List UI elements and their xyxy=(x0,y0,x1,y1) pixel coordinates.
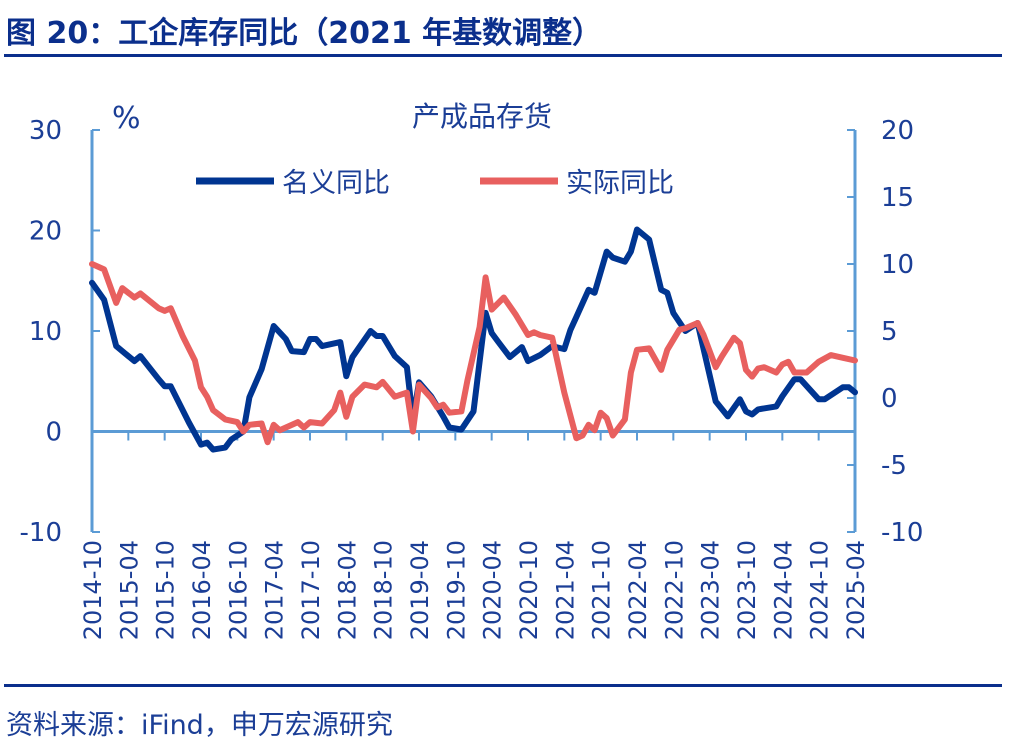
x-tick-label: 2019-04 xyxy=(406,540,434,640)
left-tick-label: 30 xyxy=(29,116,62,146)
right-tick-label: 15 xyxy=(881,183,914,213)
left-tick-label: 0 xyxy=(45,418,62,448)
x-tick-label: 2016-10 xyxy=(224,540,252,640)
x-tick-label: 2014-10 xyxy=(79,540,107,640)
figure-title: 图 20：工企库存同比（2021 年基数调整） xyxy=(6,16,603,51)
legend: 名义同比 实际同比 xyxy=(196,168,674,199)
x-tick-label: 2021-04 xyxy=(551,540,579,640)
right-tick-label: 20 xyxy=(881,116,914,146)
x-tick-label: 2024-04 xyxy=(769,540,797,640)
x-tick-label: 2015-04 xyxy=(115,540,143,640)
x-tick-label: 2015-10 xyxy=(152,540,180,640)
right-tick-label: 10 xyxy=(881,250,914,280)
x-tick-label: 2021-10 xyxy=(588,540,616,640)
x-tick-label: 2017-10 xyxy=(297,540,325,640)
left-tick-label: -10 xyxy=(20,518,62,548)
source-note: 资料来源：iFind，申万宏源研究 xyxy=(6,710,393,741)
x-tick-label: 2023-04 xyxy=(697,540,725,640)
chart-title: 产成品存货 xyxy=(412,100,552,133)
right-tick-label: -5 xyxy=(881,451,907,481)
right-tick-label: -10 xyxy=(881,518,923,548)
top-divider xyxy=(4,54,1002,57)
x-tick-label: 2017-04 xyxy=(261,540,289,640)
bottom-divider xyxy=(4,684,1002,687)
x-tick-label: 2024-10 xyxy=(806,540,834,640)
x-tick-label: 2022-10 xyxy=(660,540,688,640)
series-line-nominal xyxy=(89,226,858,453)
x-tick-label: 2016-04 xyxy=(188,540,216,640)
x-tick-label: 2020-04 xyxy=(479,540,507,640)
left-tick-label: 20 xyxy=(29,217,62,247)
x-tick-label: 2022-04 xyxy=(624,540,652,640)
right-tick-label: 0 xyxy=(881,384,898,414)
legend-label-nominal: 名义同比 xyxy=(282,168,390,199)
x-tick-label: 2023-10 xyxy=(733,540,761,640)
x-tick-label: 2019-10 xyxy=(442,540,470,640)
x-tick-label: 2018-04 xyxy=(333,540,361,640)
x-tick-label: 2025-04 xyxy=(842,540,870,640)
x-tick-label: 2020-10 xyxy=(515,540,543,640)
left-tick-label: 10 xyxy=(29,317,62,347)
x-tick-label: 2018-10 xyxy=(370,540,398,640)
right-tick-label: 5 xyxy=(881,317,898,347)
left-axis-unit: % xyxy=(112,101,141,136)
series-line-real xyxy=(89,261,858,446)
legend-label-real: 实际同比 xyxy=(566,168,674,199)
